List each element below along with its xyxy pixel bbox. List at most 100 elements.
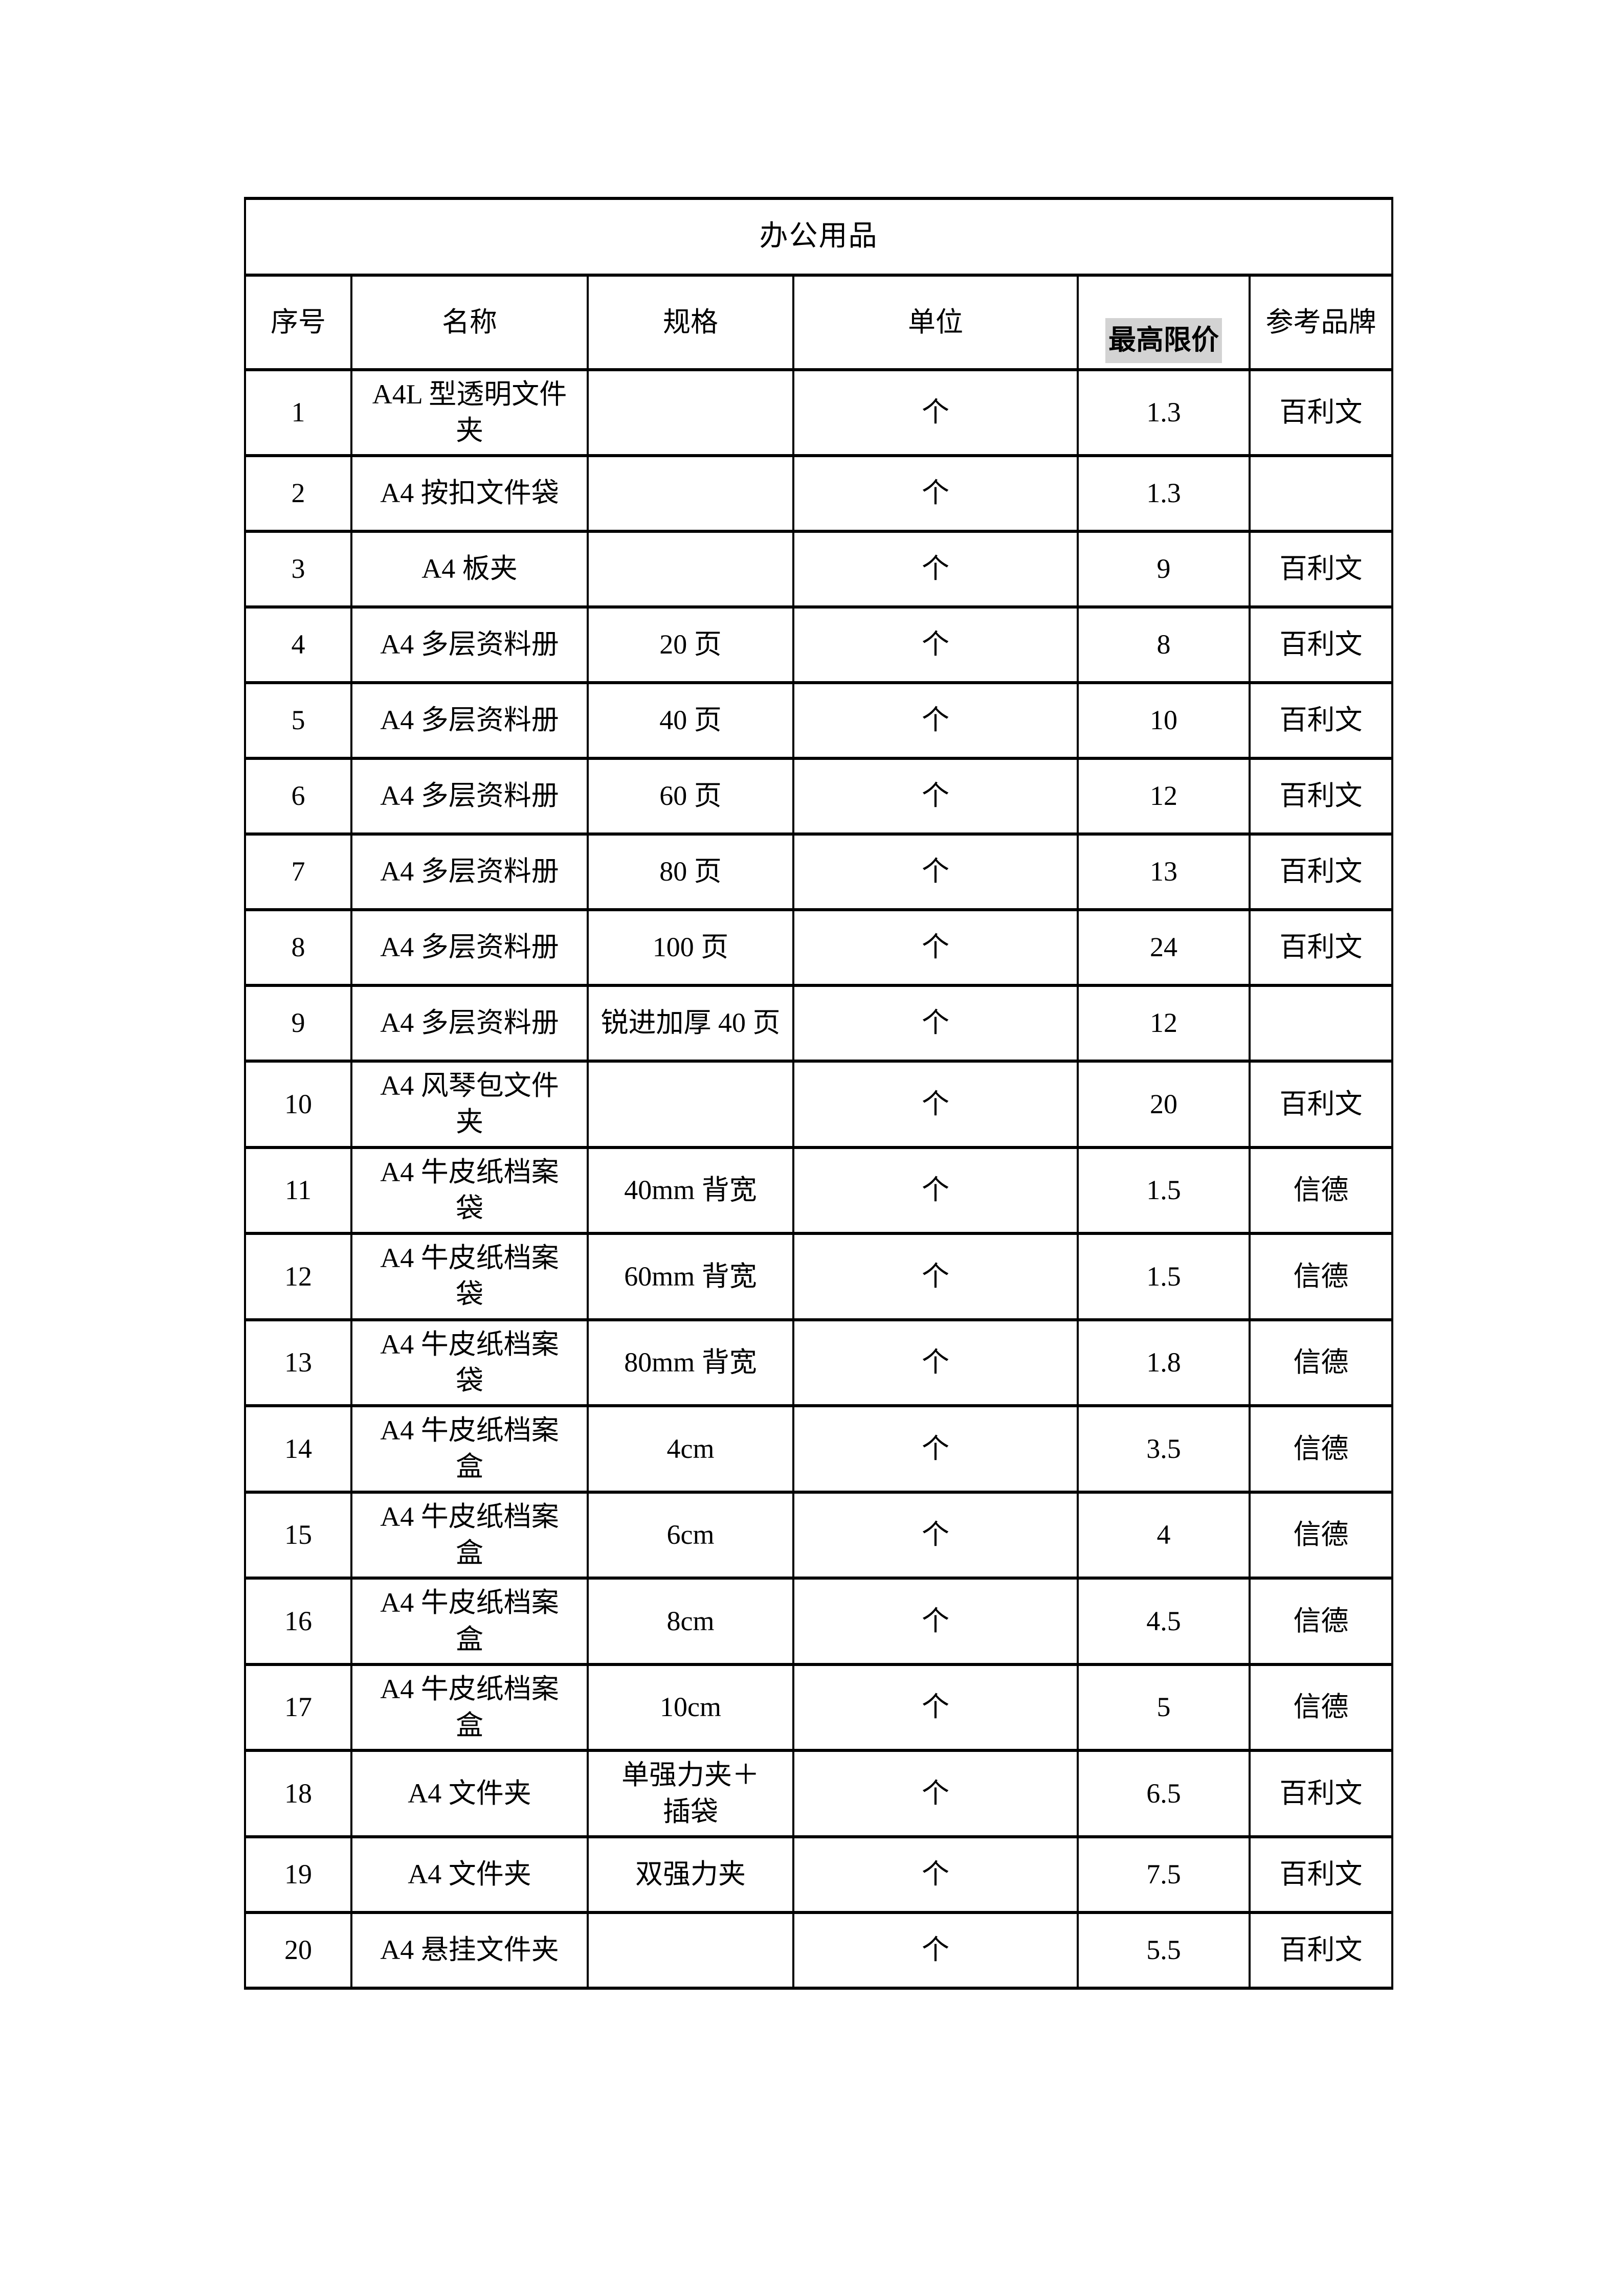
cell-no: 2 [244, 454, 352, 533]
cell-name: A4 悬挂文件夹 [350, 1910, 589, 1990]
cell-no: 6 [244, 757, 352, 836]
cell-unit: 个 [792, 454, 1079, 533]
cell-brand: 信德 [1248, 1577, 1394, 1666]
office-supplies-table: 办公用品 序号 名称 规格 单位 最高限价 参考品牌 1 A4L 型透明文件 夹 [243, 197, 1394, 1990]
cell-no: 1 [244, 368, 352, 458]
table-row: 9 A4 多层资料册 锐进加厚 40 页 个 12 [244, 984, 1394, 1063]
cell-price: 1.3 [1077, 454, 1251, 533]
cell-spec: 20 页 [587, 605, 794, 685]
cell-unit: 个 [792, 908, 1079, 987]
cell-spec: 双强力夹 [587, 1835, 794, 1914]
cell-brand: 百利文 [1248, 1060, 1394, 1149]
cell-no: 19 [244, 1835, 352, 1914]
cell-unit: 个 [792, 1232, 1079, 1321]
cell-unit: 个 [792, 984, 1079, 1063]
cell-price: 13 [1077, 832, 1251, 912]
cell-brand: 百利文 [1248, 1835, 1394, 1914]
cell-unit: 个 [792, 681, 1079, 760]
cell-brand [1248, 454, 1394, 533]
cell-brand: 百利文 [1248, 1749, 1394, 1838]
table-row: 20 A4 悬挂文件夹 个 5.5 百利文 [244, 1910, 1394, 1990]
cell-no: 11 [244, 1145, 352, 1235]
cell-spec: 100 页 [587, 908, 794, 987]
table-title: 办公用品 [243, 197, 1394, 277]
cell-unit: 个 [792, 1404, 1079, 1494]
table-row: 17 A4 牛皮纸档案 盒 10cm 个 5 信德 [244, 1662, 1394, 1752]
cell-unit: 个 [792, 1318, 1079, 1408]
cell-name: A4 板夹 [350, 530, 589, 609]
table-row: 6 A4 多层资料册 60 页 个 12 百利文 [244, 757, 1394, 836]
cell-price: 7.5 [1077, 1835, 1251, 1914]
cell-no: 14 [244, 1404, 352, 1494]
cell-unit: 个 [792, 368, 1079, 458]
table-title-row: 办公用品 [243, 197, 1394, 277]
cell-spec: 6cm [587, 1490, 794, 1580]
column-header-spec: 规格 [587, 274, 794, 371]
table-row: 19 A4 文件夹 双强力夹 个 7.5 百利文 [244, 1835, 1394, 1914]
cell-no: 17 [244, 1662, 352, 1752]
cell-price: 5 [1077, 1662, 1251, 1752]
cell-unit: 个 [792, 605, 1079, 685]
cell-price: 4.5 [1077, 1577, 1251, 1666]
cell-unit: 个 [792, 832, 1079, 912]
cell-name: A4 多层资料册 [350, 908, 589, 987]
table-row: 3 A4 板夹 个 9 百利文 [244, 530, 1394, 609]
cell-brand: 百利文 [1248, 832, 1394, 912]
cell-brand: 百利文 [1248, 605, 1394, 685]
cell-brand: 信德 [1248, 1404, 1394, 1494]
cell-price: 6.5 [1077, 1749, 1251, 1838]
cell-spec: 4cm [587, 1404, 794, 1494]
cell-name: A4L 型透明文件 夹 [350, 368, 589, 458]
cell-price: 8 [1077, 605, 1251, 685]
cell-name: A4 牛皮纸档案 盒 [350, 1490, 589, 1580]
cell-name: A4 牛皮纸档案 袋 [350, 1145, 589, 1235]
cell-unit: 个 [792, 1910, 1079, 1990]
table-row: 12 A4 牛皮纸档案 袋 60mm 背宽 个 1.5 信德 [244, 1232, 1394, 1321]
cell-price: 12 [1077, 984, 1251, 1063]
cell-brand [1248, 984, 1394, 1063]
cell-spec [587, 1910, 794, 1990]
cell-name: A4 牛皮纸档案 盒 [350, 1662, 589, 1752]
cell-brand: 信德 [1248, 1232, 1394, 1321]
cell-price: 5.5 [1077, 1910, 1251, 1990]
table-row: 11 A4 牛皮纸档案 袋 40mm 背宽 个 1.5 信德 [244, 1145, 1394, 1235]
cell-name: A4 多层资料册 [350, 832, 589, 912]
table-row: 1 A4L 型透明文件 夹 个 1.3 百利文 [244, 368, 1394, 458]
cell-spec: 60mm 背宽 [587, 1232, 794, 1321]
cell-brand: 信德 [1248, 1490, 1394, 1580]
cell-spec: 60 页 [587, 757, 794, 836]
table-row: 4 A4 多层资料册 20 页 个 8 百利文 [244, 605, 1394, 685]
cell-name: A4 牛皮纸档案 袋 [350, 1232, 589, 1321]
table-row: 13 A4 牛皮纸档案 袋 80mm 背宽 个 1.8 信德 [244, 1318, 1394, 1408]
cell-spec: 锐进加厚 40 页 [587, 984, 794, 1063]
cell-price: 24 [1077, 908, 1251, 987]
cell-spec [587, 454, 794, 533]
cell-price: 20 [1077, 1060, 1251, 1149]
column-header-brand: 参考品牌 [1248, 274, 1394, 371]
cell-no: 16 [244, 1577, 352, 1666]
column-header-price: 最高限价 [1077, 274, 1251, 371]
cell-no: 10 [244, 1060, 352, 1149]
cell-brand: 百利文 [1248, 368, 1394, 458]
cell-name: A4 风琴包文件 夹 [350, 1060, 589, 1149]
cell-no: 13 [244, 1318, 352, 1408]
table-row: 18 A4 文件夹 单强力夹＋ 插袋 个 6.5 百利文 [244, 1749, 1394, 1838]
table-header-row: 序号 名称 规格 单位 最高限价 参考品牌 [244, 274, 1394, 371]
cell-price: 1.5 [1077, 1232, 1251, 1321]
cell-unit: 个 [792, 1835, 1079, 1914]
cell-price: 1.8 [1077, 1318, 1251, 1408]
cell-brand: 百利文 [1248, 908, 1394, 987]
column-header-unit: 单位 [792, 274, 1079, 371]
table-row: 8 A4 多层资料册 100 页 个 24 百利文 [244, 908, 1394, 987]
cell-unit: 个 [792, 757, 1079, 836]
cell-no: 4 [244, 605, 352, 685]
cell-price: 9 [1077, 530, 1251, 609]
cell-no: 3 [244, 530, 352, 609]
cell-name: A4 牛皮纸档案 盒 [350, 1404, 589, 1494]
cell-price: 4 [1077, 1490, 1251, 1580]
cell-brand: 百利文 [1248, 757, 1394, 836]
cell-spec: 40mm 背宽 [587, 1145, 794, 1235]
cell-name: A4 按扣文件袋 [350, 454, 589, 533]
cell-unit: 个 [792, 1145, 1079, 1235]
